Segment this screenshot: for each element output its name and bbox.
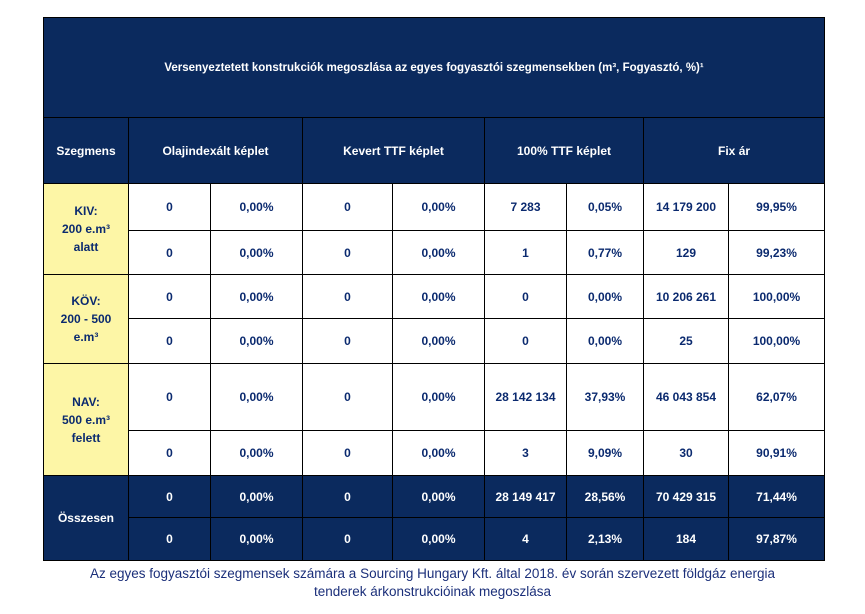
segment-label-line: felett bbox=[71, 430, 101, 445]
table-cell: 0 bbox=[302, 318, 393, 364]
total-label: Összesen bbox=[43, 475, 129, 561]
table-cell: 90,91% bbox=[727, 430, 826, 476]
segment-label-line: 200 - 500 bbox=[60, 312, 112, 326]
table-cell: 100,00% bbox=[727, 318, 826, 364]
table-cell: 0 bbox=[302, 183, 393, 231]
table-cell: 0,00% bbox=[392, 475, 485, 518]
table-cell: 0,77% bbox=[566, 230, 644, 275]
table-cell: 25 bbox=[643, 318, 729, 364]
table-cell: 0,00% bbox=[392, 274, 485, 319]
table-cell: 0 bbox=[302, 475, 393, 518]
table-cell: 37,93% bbox=[566, 363, 644, 431]
table-cell: 100,00% bbox=[727, 274, 826, 319]
table-cell: 14 179 200 bbox=[643, 183, 729, 231]
segment-label-line: e.m³ bbox=[73, 330, 99, 344]
table-cell: 28 149 417 bbox=[484, 475, 567, 518]
table-cell: 0,00% bbox=[392, 230, 485, 275]
table-cell: 184 bbox=[643, 517, 729, 561]
table-cell: 0,05% bbox=[566, 183, 644, 231]
table-cell: 28,56% bbox=[566, 475, 644, 518]
table-cell: 0,00% bbox=[566, 318, 644, 364]
table-cell: 0 bbox=[302, 230, 393, 275]
table-cell: 62,07% bbox=[727, 363, 826, 431]
table-cell: 2,13% bbox=[566, 517, 644, 561]
table-cell: 0 bbox=[484, 318, 567, 364]
table-cell: 71,44% bbox=[727, 475, 826, 518]
table-row: 0 0,00% 0 0,00% 1 0,77% 129 99,23% bbox=[44, 230, 826, 275]
table-cell: 0,00% bbox=[210, 363, 303, 431]
segment-label: NAV: 500 e.m³ felett bbox=[43, 363, 129, 476]
table-cell: 0 bbox=[128, 318, 211, 364]
table-cell: 0,00% bbox=[210, 517, 303, 561]
segment-label-line: 200 e.m³ bbox=[61, 222, 111, 236]
table-cell: 70 429 315 bbox=[643, 475, 729, 518]
table-cell: 0 bbox=[302, 430, 393, 476]
table-cell: 97,87% bbox=[727, 517, 826, 561]
table-cell: 0 bbox=[128, 517, 211, 561]
table-cell: 0,00% bbox=[392, 183, 485, 231]
table-cell: 0 bbox=[128, 230, 211, 275]
header-oil-indexed: Olajindexált képlet bbox=[128, 117, 303, 184]
header-fixed-price: Fix ár bbox=[642, 117, 826, 184]
table-cell: 0 bbox=[302, 274, 393, 319]
table-cell: 7 283 bbox=[484, 183, 567, 231]
table-title: Versenyeztetett konstrukciók megoszlása … bbox=[42, 17, 826, 118]
table-cell: 0,00% bbox=[210, 318, 303, 364]
segment-label-line: 500 e.m³ bbox=[61, 412, 111, 427]
consumption-table: Versenyeztetett konstrukciók megoszlása … bbox=[42, 17, 826, 561]
segment-label: KIV: 200 e.m³ alatt bbox=[43, 183, 129, 275]
table-cell: 0,00% bbox=[392, 318, 485, 364]
total-row: Összesen 0 0,00% 0 0,00% 28 149 417 28,56% 70 4… bbox=[43, 475, 826, 561]
table-row: 0 0,00% 0 0,00% 3 9,09% 30 90,91% bbox=[44, 430, 826, 476]
segment-label-line: KIV: bbox=[74, 204, 98, 218]
segment-label-line: NAV: bbox=[72, 394, 100, 409]
table-cell: 3 bbox=[484, 430, 567, 476]
table-cell: 129 bbox=[643, 230, 729, 275]
table-cell: 10 206 261 bbox=[643, 274, 729, 319]
table-row: NAV: 500 e.m³ felett 0 0,00% 0 0,00% 28 142 134… bbox=[43, 363, 826, 476]
table-cell: 0,00% bbox=[210, 274, 303, 319]
header-mixed-ttf: Kevert TTF képlet bbox=[302, 117, 485, 184]
total-row: 0 0,00% 0 0,00% 4 2,13% 184 97,87% bbox=[44, 517, 826, 561]
table-cell: 0,00% bbox=[210, 230, 303, 275]
table-cell: 28 142 134 bbox=[484, 363, 567, 431]
table-cell: 0 bbox=[302, 363, 393, 431]
table-cell: 1 bbox=[484, 230, 567, 275]
table-cell: 0,00% bbox=[210, 475, 303, 518]
table-cell: 0 bbox=[484, 274, 567, 319]
table-row: KIV: 200 e.m³ alatt 0 0,00% 0 0,00% 7 283 0,05% 1… bbox=[43, 183, 826, 275]
table-cell: 0,00% bbox=[392, 517, 485, 561]
table-cell: 0 bbox=[128, 430, 211, 476]
table-cell: 0 bbox=[128, 363, 211, 431]
table-cell: 0 bbox=[128, 274, 211, 319]
segment-label-line: alatt bbox=[73, 240, 99, 254]
table-cell: 0 bbox=[128, 183, 211, 231]
table-row: KÖV: 200 - 500 e.m³ 0 0,00% 0 0,00% 0 0,00% 10 20… bbox=[43, 274, 826, 364]
table-cell: 0,00% bbox=[392, 363, 485, 431]
segment-label-line: KÖV: bbox=[71, 294, 101, 308]
caption: Az egyes fogyasztói szegmensek számára a… bbox=[0, 565, 865, 601]
table-cell: 0,00% bbox=[210, 430, 303, 476]
table-cell: 46 043 854 bbox=[643, 363, 729, 431]
table-cell: 99,23% bbox=[727, 230, 826, 275]
segment-label: KÖV: 200 - 500 e.m³ bbox=[43, 274, 129, 364]
table-cell: 0,00% bbox=[210, 183, 303, 231]
table-cell: 99,95% bbox=[727, 183, 826, 231]
header-100-ttf: 100% TTF képlet bbox=[484, 117, 644, 184]
caption-line-2: tenderek árkonstrukcióinak megoszlása bbox=[313, 584, 552, 599]
table-row: 0 0,00% 0 0,00% 0 0,00% 25 100,00% bbox=[44, 318, 826, 364]
table-cell: 9,09% bbox=[566, 430, 644, 476]
table-cell: 0 bbox=[302, 517, 393, 561]
caption-line-1: Az egyes fogyasztói szegmensek számára a… bbox=[89, 566, 776, 581]
table-cell: 4 bbox=[484, 517, 567, 561]
header-segment: Szegmens bbox=[43, 117, 129, 184]
table-cell: 30 bbox=[643, 430, 729, 476]
table-cell: 0,00% bbox=[566, 274, 644, 319]
table-cell: 0 bbox=[128, 475, 211, 518]
table-cell: 0,00% bbox=[392, 430, 485, 476]
